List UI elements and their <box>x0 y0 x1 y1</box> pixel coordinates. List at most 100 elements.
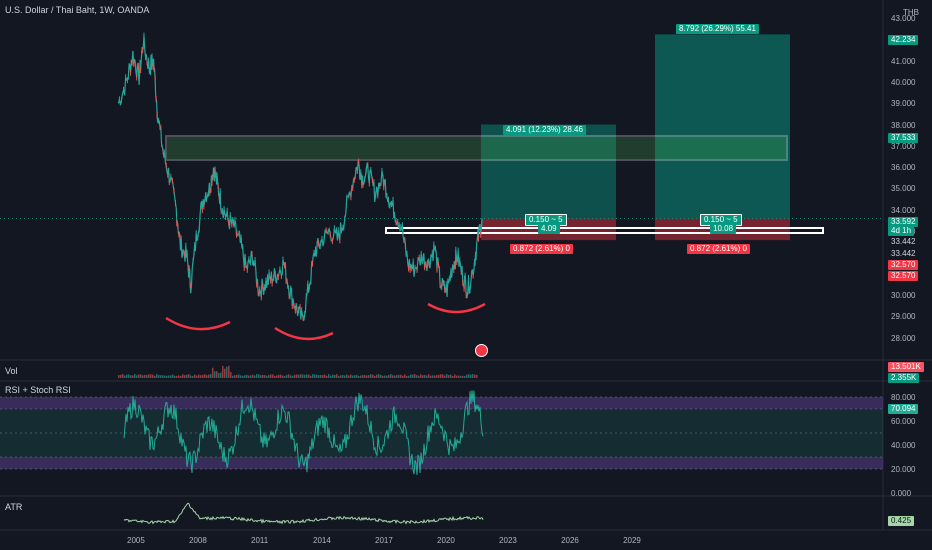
volume-bar <box>310 375 312 378</box>
rsi-tick-label: 40.000 <box>891 441 916 450</box>
volume-bar <box>346 374 348 378</box>
volume-bar <box>440 374 442 378</box>
volume-bar <box>154 375 156 378</box>
volume-bar <box>396 375 398 378</box>
time-tick-label: 2008 <box>189 536 207 545</box>
volume-bar <box>448 375 450 378</box>
volume-bar <box>216 371 218 378</box>
resistance-zone <box>165 135 788 161</box>
volume-bar <box>276 375 278 378</box>
volume-bar <box>138 374 140 378</box>
volume-bar <box>416 375 418 378</box>
volume-bar <box>394 375 396 378</box>
volume-bar <box>202 374 204 378</box>
volume-bar <box>476 374 478 378</box>
volume-bar <box>148 374 150 378</box>
volume-bar <box>280 374 282 378</box>
volume-bar <box>304 374 306 378</box>
volume-bar <box>264 375 266 378</box>
volume-bar <box>360 375 362 378</box>
left-target-label: 4.091 (12.23%) 28.46 <box>503 125 586 135</box>
volume-bar <box>364 375 366 378</box>
neckline-zone <box>385 227 824 234</box>
volume-bar <box>320 375 322 378</box>
volume-bar <box>338 375 340 378</box>
symbol-title: U.S. Dollar / Thai Baht, 1W, OANDA <box>5 5 150 15</box>
rsi-oversold-band <box>0 457 883 469</box>
time-tick-label: 2026 <box>561 536 579 545</box>
volume-bar <box>460 375 462 378</box>
price-tick-label: 38.000 <box>891 120 916 130</box>
volume-bar <box>388 374 390 378</box>
volume-bar <box>128 374 130 378</box>
volume-bar <box>120 374 122 378</box>
price-tick-label: 35.000 <box>891 184 916 194</box>
left-stop-label: 0.872 (2.61%) 0 <box>510 244 573 254</box>
volume-bar <box>258 374 260 378</box>
time-tick-label: 2029 <box>623 536 641 545</box>
atr-value-tag: 0.425 <box>888 516 915 526</box>
volume-bar <box>452 375 454 378</box>
volume-bar <box>146 374 148 378</box>
volume-bar <box>436 375 438 378</box>
price-tick-label: 29.000 <box>891 312 916 322</box>
volume-bar <box>126 374 128 378</box>
volume-bar <box>292 375 294 378</box>
volume-bar <box>160 375 162 378</box>
volume-bar <box>214 371 216 378</box>
volume-bar <box>238 374 240 378</box>
volume-bar <box>184 375 186 378</box>
volume-bar <box>230 371 232 378</box>
volume-bar <box>240 375 242 378</box>
volume-bar <box>228 365 230 378</box>
left-center-sub: 4.09 <box>538 224 560 234</box>
price-tick-label: 34.000 <box>891 205 916 215</box>
volume-bar <box>374 375 376 378</box>
volume-bar <box>330 375 332 378</box>
price-tag: 33.442 <box>888 249 919 259</box>
volume-bar <box>122 374 124 378</box>
volume-bar <box>438 374 440 378</box>
volume-bar <box>226 366 228 378</box>
volume-bar <box>446 374 448 378</box>
price-tick-label: 41.000 <box>891 56 916 66</box>
atr-pane-title: ATR <box>5 502 23 512</box>
volume-tag: 2.355K <box>888 373 920 383</box>
price-tick-label: 40.000 <box>891 77 916 87</box>
volume-bar <box>192 375 194 378</box>
volume-bar <box>430 375 432 378</box>
rsi-tick-label: 20.000 <box>891 465 916 474</box>
volume-bar <box>150 374 152 378</box>
volume-bar <box>200 375 202 378</box>
volume-bar <box>274 375 276 378</box>
volume-bar <box>188 374 190 378</box>
flag-icon[interactable] <box>475 344 488 357</box>
volume-bar <box>270 374 272 378</box>
right-target-label: 8.792 (26.29%) 55.41 <box>676 24 759 34</box>
volume-bar <box>400 374 402 378</box>
right-center-sub: 10.08 <box>710 224 737 234</box>
volume-bar <box>412 374 414 378</box>
time-tick-label: 2017 <box>375 536 393 545</box>
volume-bar <box>422 375 424 378</box>
volume-bar <box>314 374 316 378</box>
price-tick-label: 28.000 <box>891 333 916 343</box>
volume-bar <box>262 374 264 378</box>
volume-bar <box>464 375 466 378</box>
left-profit-zone <box>481 124 616 219</box>
volume-bar <box>306 374 308 378</box>
price-tick-label: 30.000 <box>891 290 916 300</box>
volume-bar <box>242 375 244 378</box>
volume-bar <box>382 375 384 378</box>
volume-bar <box>328 374 330 378</box>
volume-bar <box>166 375 168 378</box>
volume-bar <box>302 374 304 378</box>
rsi-overbought-band <box>0 397 883 409</box>
volume-bar <box>318 375 320 378</box>
volume-bar <box>134 374 136 378</box>
volume-bar <box>376 374 378 378</box>
left-shoulder-arc <box>165 316 231 331</box>
volume-bar <box>434 375 436 378</box>
price-series <box>117 35 483 321</box>
